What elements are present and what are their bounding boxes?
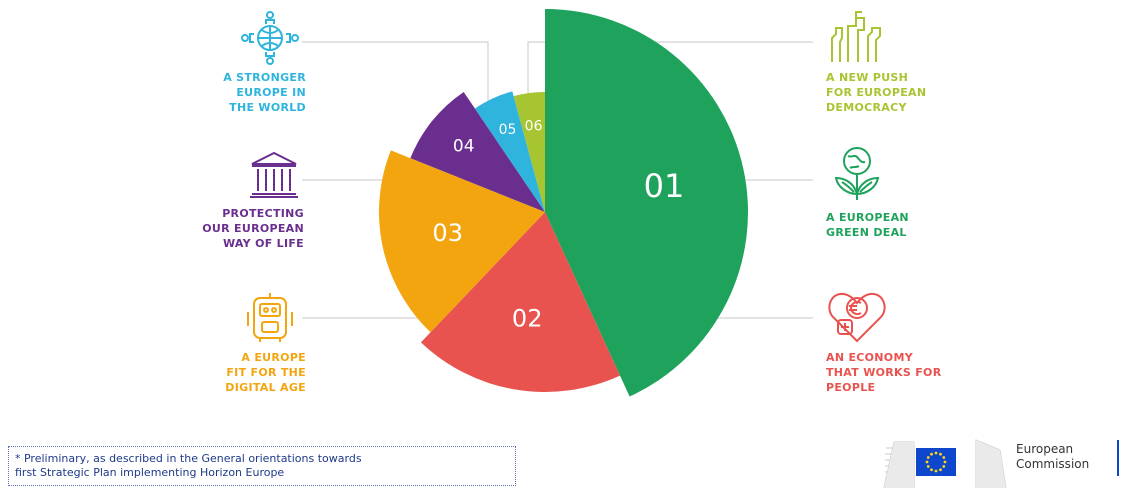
globe-people-icon bbox=[241, 11, 299, 65]
label-green-deal: A EUROPEAN GREEN DEAL bbox=[826, 211, 909, 239]
eu-star bbox=[943, 460, 947, 464]
slice-label-01: 01 bbox=[644, 167, 685, 205]
eu-star bbox=[939, 468, 942, 472]
eu-star bbox=[926, 456, 930, 459]
label-protecting-way-of-life: PROTECTING OUR EUROPEAN WAY OF LIFE bbox=[202, 207, 304, 250]
raised-hands-icon bbox=[831, 11, 881, 62]
label-stronger-europe: A STRONGER EUROPE IN THE WORLD bbox=[223, 71, 306, 114]
pie-slice-01 bbox=[545, 8, 749, 397]
globe-plant-icon bbox=[834, 147, 880, 200]
label-digital-age: A EUROPE FIT FOR THE DIGITAL AGE bbox=[225, 351, 306, 394]
pie-slice-06 bbox=[513, 91, 545, 212]
european-commission-text: European Commission bbox=[1016, 442, 1090, 471]
footnote: * Preliminary, as described in the Gener… bbox=[8, 446, 516, 486]
eu-star bbox=[934, 469, 938, 473]
commission-building-icon bbox=[883, 439, 1007, 489]
eu-star bbox=[930, 452, 933, 456]
slice-label-06: 06 bbox=[525, 118, 543, 134]
slice-label-03: 03 bbox=[432, 219, 463, 247]
logo-divider bbox=[1117, 440, 1119, 476]
temple-icon bbox=[250, 151, 298, 198]
eu-star bbox=[926, 465, 930, 468]
eu-star bbox=[930, 468, 933, 472]
eu-star bbox=[925, 460, 929, 464]
pie-slice-02 bbox=[420, 212, 621, 392]
eu-star bbox=[942, 465, 946, 468]
eu-star bbox=[934, 451, 938, 455]
european-commission-logo: European Commission bbox=[880, 418, 1126, 490]
euro-heart-icon bbox=[828, 292, 886, 343]
label-economy-for-people: AN ECONOMY THAT WORKS FOR PEOPLE bbox=[826, 351, 942, 394]
leader-line bbox=[302, 41, 489, 122]
pie-slice-03 bbox=[379, 150, 545, 333]
eu-star bbox=[942, 456, 946, 459]
leader-line bbox=[527, 41, 813, 118]
pie-slice-05 bbox=[474, 91, 545, 212]
slice-label-02: 02 bbox=[512, 305, 543, 333]
eu-star bbox=[939, 452, 942, 456]
priorities-pie-chart: 01 02 03 04 05 06 bbox=[302, 8, 813, 397]
slice-label-05: 05 bbox=[499, 122, 517, 138]
label-european-democracy: A NEW PUSH FOR EUROPEAN DEMOCRACY bbox=[826, 71, 927, 114]
pie-slice-04 bbox=[410, 91, 545, 212]
robot-icon bbox=[247, 293, 293, 342]
slice-label-04: 04 bbox=[453, 137, 475, 157]
